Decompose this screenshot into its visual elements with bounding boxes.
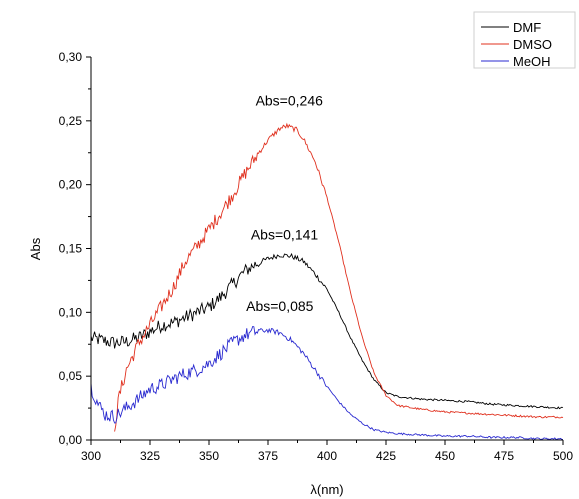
y-tick-label: 0,05	[59, 369, 83, 383]
y-tick-label: 0,30	[59, 50, 83, 64]
annotations-layer: Abs=0,246 Abs=0,141 Abs=0,085	[246, 93, 323, 315]
x-tick-label: 500	[553, 449, 573, 463]
x-tick-label: 325	[140, 449, 160, 463]
series-line-meoh	[90, 325, 564, 441]
legend-label-meoh: MeOH	[513, 54, 551, 69]
series-line-dmf	[90, 252, 564, 410]
x-tick-label: 375	[258, 449, 278, 463]
series-line-dmso	[114, 122, 564, 432]
x-axis-title: λ(nm)	[310, 482, 343, 497]
legend-label-dmf: DMF	[513, 20, 541, 35]
x-tick-label: 475	[494, 449, 514, 463]
legend-label-dmso: DMSO	[513, 37, 552, 52]
legend: DMF DMSO MeOH	[473, 11, 576, 69]
y-tick-label: 0,25	[59, 114, 83, 128]
y-axis-title: Abs	[28, 237, 43, 260]
y-tick-label: 0,00	[59, 433, 83, 447]
peak-annotation: Abs=0,085	[246, 298, 314, 314]
ticks-layer: 300 325 350 375 400 425 450 475 500 0,00 0,05 0,10 0…	[59, 50, 574, 463]
x-tick-label: 350	[199, 449, 219, 463]
axes-layer	[90, 57, 563, 441]
legend-box	[473, 11, 576, 69]
y-tick-label: 0,20	[59, 178, 83, 192]
x-tick-label: 450	[435, 449, 455, 463]
x-tick-label: 425	[376, 449, 396, 463]
series-layer	[90, 122, 564, 441]
y-tick-label: 0,10	[59, 305, 83, 319]
peak-annotation: Abs=0,246	[256, 93, 324, 109]
y-tick-label: 0,15	[59, 242, 83, 256]
x-tick-label: 300	[81, 449, 101, 463]
peak-annotation: Abs=0,141	[251, 227, 319, 243]
x-tick-label: 400	[317, 449, 337, 463]
